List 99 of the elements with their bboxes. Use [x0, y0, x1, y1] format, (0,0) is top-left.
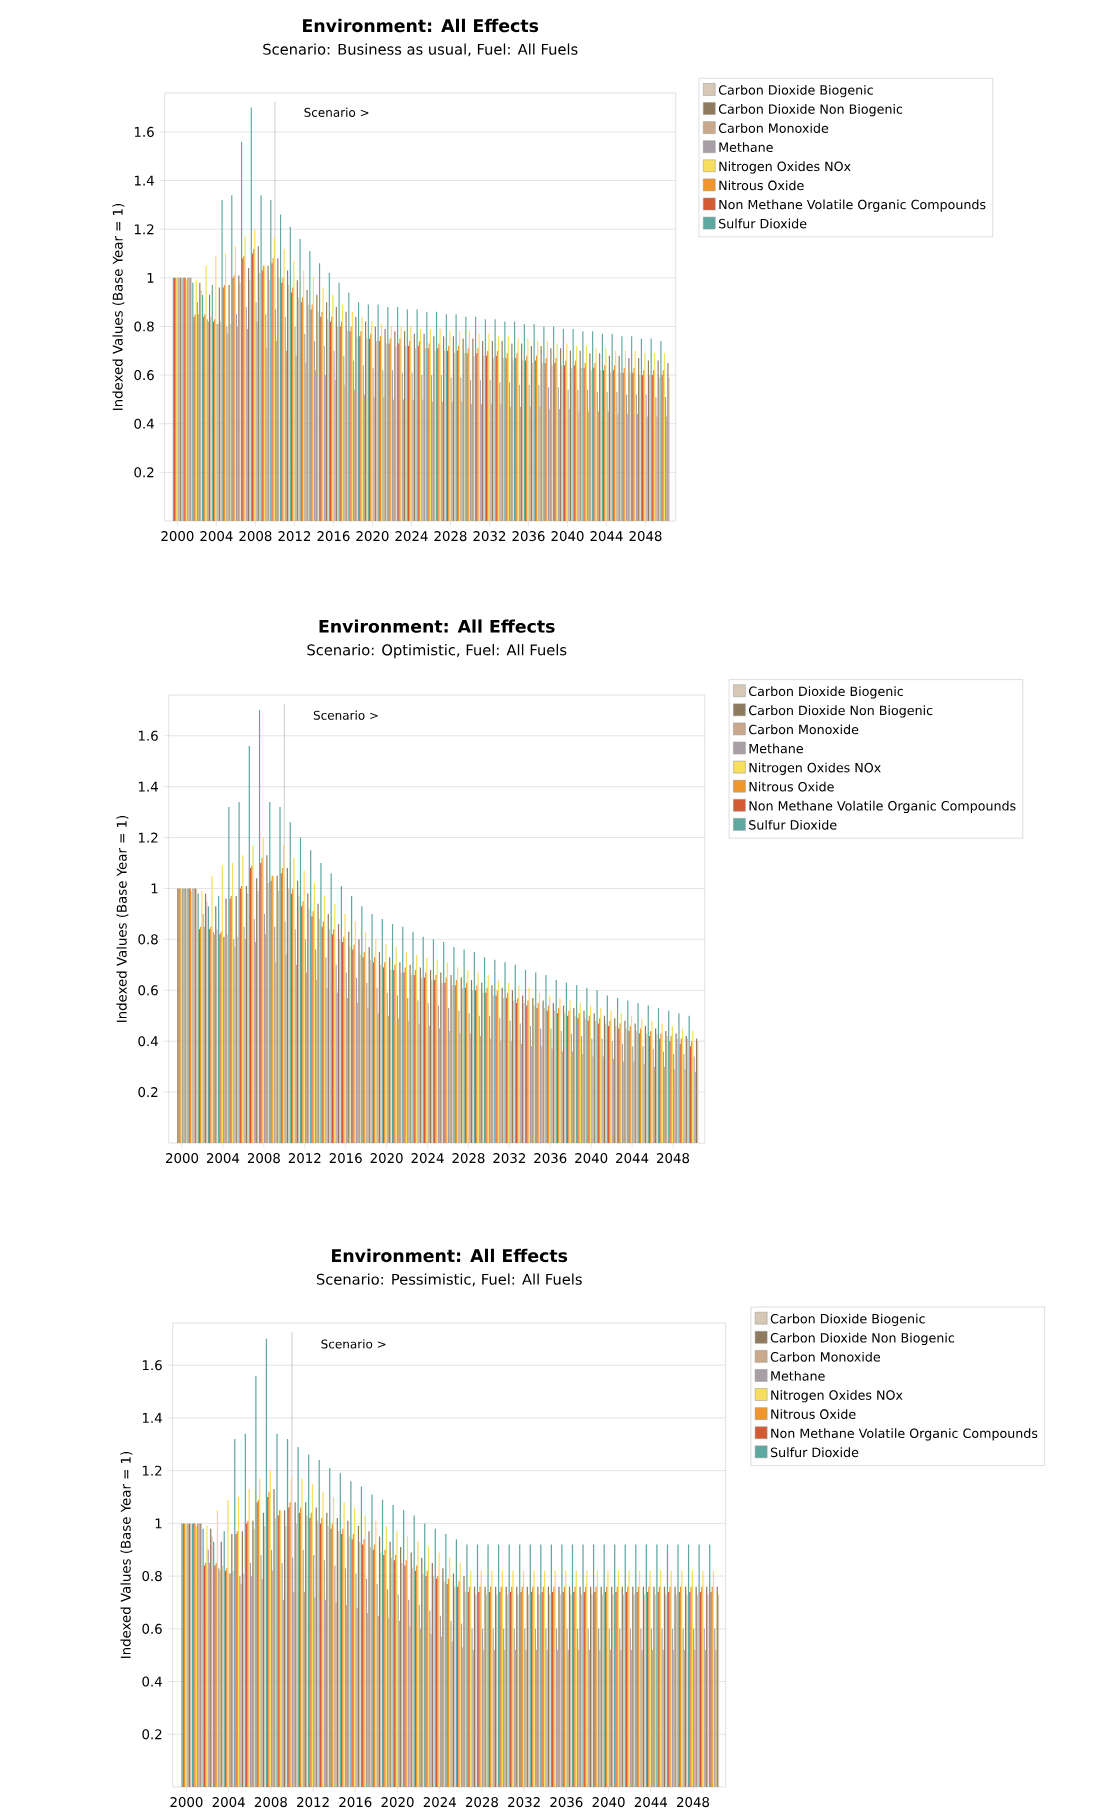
- legend-label: Sulfur Dioxide: [749, 819, 837, 830]
- ref-line-label: Scenario >: [321, 1339, 386, 1349]
- y-tick-label: 0.2: [142, 1729, 162, 1740]
- legend-label: Carbon Monoxide: [770, 1351, 881, 1362]
- legend-label: Nitrous Oxide: [771, 1409, 856, 1419]
- x-tick-label: 2036: [534, 1153, 567, 1164]
- x-tick-label: 2032: [493, 1153, 526, 1164]
- x-tick-label: 2004: [207, 1153, 240, 1164]
- chart-subtitle: Scenario: Pessimistic, Fuel: All Fuels: [317, 1273, 582, 1287]
- legend-label: Non Methane Volatile Organic Compounds: [719, 199, 986, 212]
- x-tick-label: 2032: [473, 531, 506, 542]
- legend-label: Methane: [749, 743, 804, 754]
- x-tick-label: 2028: [452, 1153, 485, 1164]
- x-tick-label: 2000: [170, 1797, 203, 1808]
- x-tick-label: 2000: [166, 1153, 199, 1164]
- legend-label: Non Methane Volatile Organic Compounds: [771, 1428, 1038, 1441]
- legend-label: Sulfur Dioxide: [719, 218, 807, 229]
- x-tick-label: 2036: [550, 1797, 583, 1808]
- x-tick-label: 2032: [508, 1797, 540, 1808]
- y-tick-label: 1: [147, 272, 154, 283]
- y-tick-label: 0.8: [138, 934, 158, 945]
- y-tick-label: 0.8: [142, 1571, 162, 1582]
- legend-label: Carbon Monoxide: [719, 123, 829, 133]
- y-axis-title: Indexed Values (Base Year = 1): [120, 1451, 133, 1658]
- x-tick-label: 2008: [248, 1153, 281, 1164]
- legend-label: Nitrogen Oxides NOx: [771, 1390, 903, 1403]
- x-tick-label: 2000: [161, 531, 194, 542]
- x-tick-label: 2012: [297, 1797, 329, 1808]
- x-tick-label: 2016: [329, 1153, 362, 1164]
- y-tick-label: 0.4: [134, 418, 155, 429]
- x-tick-label: 2048: [657, 1153, 690, 1164]
- legend-label: Non Methane Volatile Organic Compounds: [749, 800, 1016, 814]
- y-tick-label: 0.6: [134, 370, 154, 381]
- y-tick-label: 1: [151, 883, 158, 894]
- y-tick-label: 1.4: [143, 1413, 163, 1423]
- x-tick-label: 2008: [239, 531, 272, 542]
- x-tick-label: 2044: [634, 1797, 668, 1808]
- x-tick-label: 2036: [512, 531, 545, 542]
- y-tick-label: 1.2: [135, 224, 154, 235]
- legend-label: Carbon Dioxide Non Biogenic: [770, 1332, 955, 1346]
- x-tick-label: 2048: [629, 531, 662, 542]
- legend-label: Methane: [771, 1370, 825, 1381]
- legend-label: Sulfur Dioxide: [771, 1447, 859, 1458]
- x-tick-label: 2020: [356, 531, 389, 542]
- y-tick-label: 1.6: [135, 126, 154, 137]
- y-tick-label: 1: [155, 1518, 162, 1529]
- chart-title: Environment: All Effects: [319, 619, 555, 633]
- ref-line-label: Scenario >: [304, 107, 369, 117]
- y-tick-label: 1.2: [139, 832, 158, 843]
- y-tick-label: 0.6: [142, 1623, 162, 1634]
- y-tick-label: 0.4: [142, 1676, 163, 1687]
- legend-label: Methane: [719, 142, 773, 153]
- y-axis-title: Indexed Values (Base Year = 1): [112, 203, 125, 410]
- x-tick-label: 2020: [381, 1797, 414, 1808]
- y-tick-label: 1.4: [135, 175, 155, 186]
- x-tick-label: 2024: [423, 1797, 457, 1808]
- chart-subtitle: Scenario: Business as usual, Fuel: All Fuels: [263, 43, 578, 57]
- x-tick-label: 2024: [411, 1153, 444, 1164]
- y-axis-title: Indexed Values (Base Year = 1): [116, 815, 129, 1022]
- x-tick-label: 2040: [592, 1797, 625, 1808]
- x-tick-label: 2016: [317, 531, 350, 542]
- x-tick-label: 2048: [677, 1797, 710, 1808]
- x-tick-label: 2012: [278, 531, 311, 542]
- x-tick-label: 2028: [434, 531, 467, 542]
- legend-label: Nitrogen Oxides NOx: [719, 161, 851, 174]
- ref-line-label: Scenario >: [313, 710, 378, 720]
- x-tick-label: 2020: [370, 1153, 403, 1164]
- y-tick-label: 0.2: [138, 1087, 158, 1098]
- x-tick-label: 2040: [551, 531, 584, 542]
- y-tick-label: 1.6: [143, 1360, 162, 1371]
- legend-label: Carbon Dioxide Biogenic: [749, 686, 904, 699]
- legend-label: Carbon Dioxide Biogenic: [770, 1313, 925, 1326]
- y-tick-label: 0.4: [138, 1036, 159, 1047]
- y-tick-label: 0.2: [134, 467, 154, 478]
- x-tick-label: 2004: [212, 1797, 245, 1808]
- legend-label: Carbon Dioxide Non Biogenic: [749, 705, 933, 718]
- y-tick-label: 0.6: [138, 985, 158, 996]
- x-tick-label: 2004: [200, 531, 233, 542]
- x-tick-label: 2040: [575, 1153, 608, 1164]
- chart-title: Environment: All Effects: [303, 18, 539, 33]
- y-tick-label: 1.2: [143, 1465, 162, 1476]
- y-tick-label: 0.8: [134, 321, 154, 332]
- x-tick-label: 2016: [339, 1797, 372, 1808]
- y-tick-label: 1.4: [139, 781, 159, 792]
- legend-label: Carbon Monoxide: [749, 724, 859, 735]
- x-tick-label: 2008: [255, 1797, 288, 1808]
- legend-label: Nitrous Oxide: [719, 180, 804, 191]
- x-tick-label: 2044: [590, 531, 623, 542]
- chart-title: Environment: All Effects: [332, 1248, 568, 1263]
- legend-label: Nitrous Oxide: [749, 781, 834, 792]
- chart-subtitle: Scenario: Optimistic, Fuel: All Fuels: [307, 644, 567, 659]
- y-tick-label: 1.6: [139, 730, 158, 741]
- x-tick-label: 2024: [395, 531, 428, 542]
- legend-label: Nitrogen Oxides NOx: [749, 762, 881, 775]
- x-tick-label: 2044: [616, 1153, 649, 1164]
- x-tick-label: 2028: [466, 1797, 499, 1808]
- legend-label: Carbon Dioxide Non Biogenic: [719, 104, 903, 117]
- legend-label: Carbon Dioxide Biogenic: [719, 84, 874, 98]
- x-tick-label: 2012: [288, 1153, 321, 1164]
